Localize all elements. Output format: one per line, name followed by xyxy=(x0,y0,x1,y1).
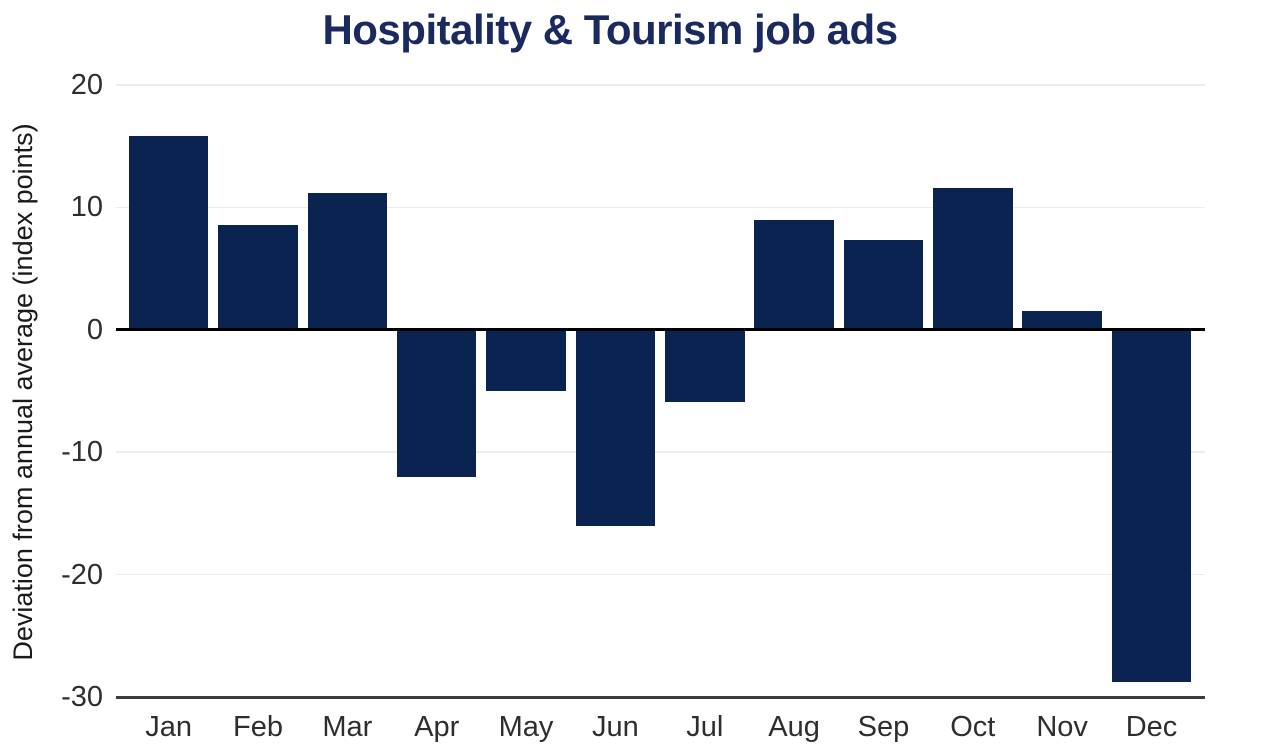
plot-area xyxy=(116,84,1205,699)
y-tick-label--20: -20 xyxy=(61,558,103,591)
y-tick-label--30: -30 xyxy=(61,681,103,713)
x-tick-label-aug: Aug xyxy=(768,711,820,743)
y-axis-title: Deviation from annual average (index poi… xyxy=(8,123,38,661)
bar-nov xyxy=(1022,311,1102,330)
x-tick-label-jan: Jan xyxy=(145,711,193,743)
gridline--10 xyxy=(116,451,1205,453)
bar-may xyxy=(486,329,566,391)
x-tick-label-feb: Feb xyxy=(233,711,283,743)
bar-oct xyxy=(933,187,1013,330)
y-tick-label-0: 0 xyxy=(86,313,103,346)
y-tick-label-20: 20 xyxy=(70,69,103,101)
x-tick-label-sep: Sep xyxy=(857,711,910,743)
bar-jan xyxy=(128,136,209,330)
bar-aug xyxy=(754,219,834,330)
x-tick-label-oct: Oct xyxy=(950,711,996,743)
y-tick-label-10: 10 xyxy=(70,191,103,224)
bar-apr xyxy=(396,329,477,477)
chart-title: Hospitality & Tourism job ads xyxy=(322,6,898,53)
bar-jun xyxy=(575,329,656,526)
zero-line xyxy=(116,328,1205,332)
gridline-10 xyxy=(116,206,1205,209)
y-tick-label--10: -10 xyxy=(61,436,103,469)
x-axis-baseline xyxy=(116,695,1205,699)
x-tick-label-nov: Nov xyxy=(1036,711,1088,743)
x-tick-label-jun: Jun xyxy=(592,711,639,743)
bar-sep xyxy=(843,240,924,330)
x-tick-label-mar: Mar xyxy=(322,711,373,743)
x-tick-label-apr: Apr xyxy=(414,711,460,743)
gridline--20 xyxy=(116,573,1205,576)
x-tick-label-jul: Jul xyxy=(686,711,724,743)
bar-dec xyxy=(1111,329,1192,683)
bar-mar xyxy=(307,192,388,330)
gridline-20 xyxy=(116,84,1205,86)
x-tick-label-may: May xyxy=(498,711,554,743)
bar-jul xyxy=(665,329,745,402)
x-tick-label-dec: Dec xyxy=(1125,711,1178,743)
bar-feb xyxy=(218,224,298,330)
